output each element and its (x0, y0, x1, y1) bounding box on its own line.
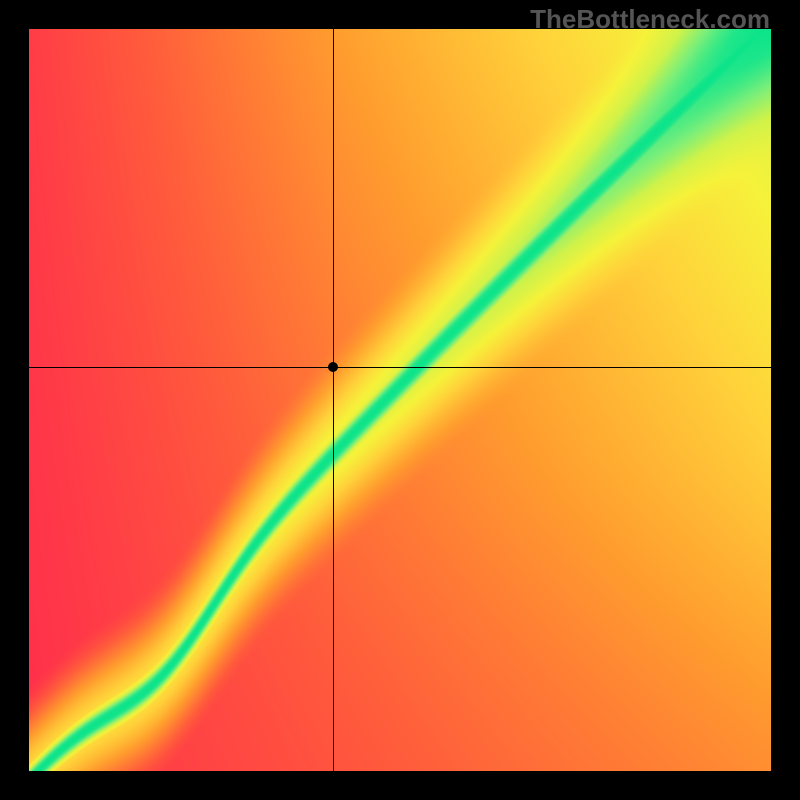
selection-marker[interactable] (328, 362, 338, 372)
heatmap-canvas (29, 29, 771, 771)
crosshair-vertical (333, 29, 334, 771)
watermark-label: TheBottleneck.com (530, 4, 770, 35)
crosshair-horizontal (29, 367, 771, 368)
plot-area (29, 29, 771, 771)
bottleneck-heatmap: TheBottleneck.com (0, 0, 800, 800)
